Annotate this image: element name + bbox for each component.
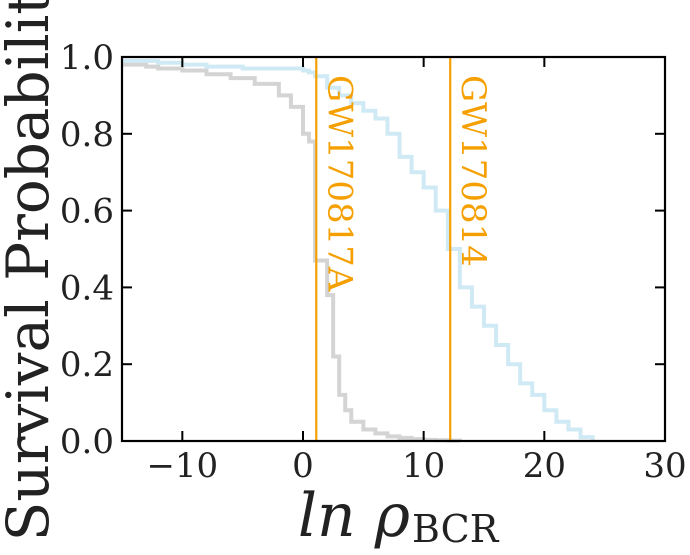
y-tick-label: 0.2 <box>60 345 114 385</box>
series-layer <box>122 58 595 443</box>
series-2-line <box>122 58 595 441</box>
plot-frame <box>120 55 667 443</box>
vline-layer: GW170817A GW170814 <box>315 57 493 441</box>
event-label-2: GW170814 <box>453 75 493 267</box>
series-1-line <box>122 62 462 443</box>
y-tick-label: 0.0 <box>60 422 114 462</box>
event-label-1: GW170817A <box>319 75 359 292</box>
tick-layer: −10 0 10 20 30 0.0 0.2 0.4 0.6 0.8 1.0 <box>60 38 687 486</box>
x-axis-label: ln ρ <box>298 481 410 551</box>
y-tick-label: 1.0 <box>60 38 114 78</box>
x-tick-label: 30 <box>643 446 686 486</box>
y-tick-label: 0.6 <box>60 192 114 232</box>
y-tick-label: 0.4 <box>60 268 114 308</box>
y-axis-label: Survival Probability <box>0 0 62 541</box>
y-tick-label: 0.8 <box>60 115 114 155</box>
x-tick-label: 0 <box>292 446 314 486</box>
x-tick-label: 20 <box>523 446 566 486</box>
x-axis-label-subscript: BCR <box>412 507 500 551</box>
x-tick-label: −10 <box>146 446 218 486</box>
x-tick-label: 10 <box>402 446 445 486</box>
